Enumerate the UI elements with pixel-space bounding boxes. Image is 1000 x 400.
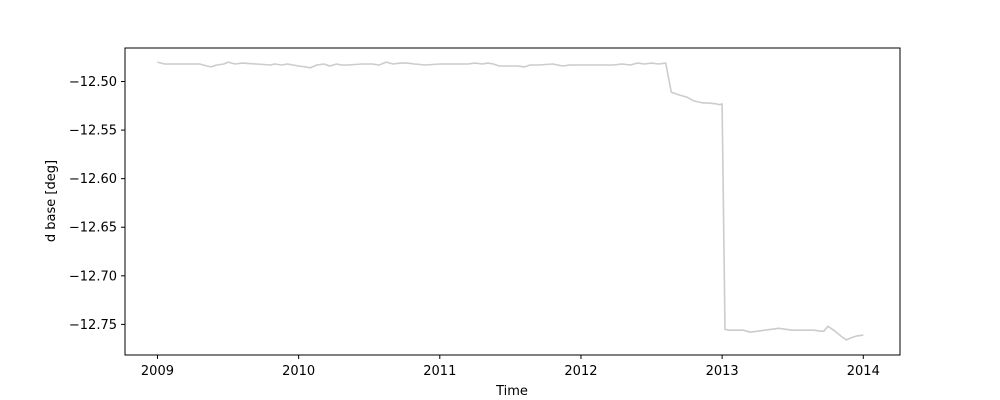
plot-background — [125, 48, 900, 355]
y-tick-label: −12.60 — [69, 172, 117, 187]
y-tick-label: −12.65 — [69, 221, 117, 236]
x-axis-label: Time — [495, 384, 528, 399]
x-tick-label: 2010 — [282, 364, 315, 379]
series-line — [157, 61, 864, 341]
y-axis-label: d base [deg] — [44, 160, 59, 242]
x-tick-label: 2013 — [706, 364, 739, 379]
x-tick-label: 2011 — [423, 364, 456, 379]
data-layer — [157, 61, 864, 341]
y-tick-label: −12.70 — [69, 269, 117, 284]
y-tick-label: −12.75 — [69, 318, 117, 333]
x-axis: 2009 2010 2011 2012 2013 2014 — [141, 355, 880, 379]
x-tick-label: 2012 — [564, 364, 597, 379]
x-tick-label: 2014 — [847, 364, 880, 379]
y-axis: −12.50 −12.55 −12.60 −12.65 −12.70 −12.75 — [69, 75, 125, 333]
x-tick-label: 2009 — [141, 364, 174, 379]
plot-frame — [124, 47, 901, 356]
y-tick-label: −12.50 — [69, 75, 117, 90]
y-tick-label: −12.55 — [69, 124, 117, 139]
